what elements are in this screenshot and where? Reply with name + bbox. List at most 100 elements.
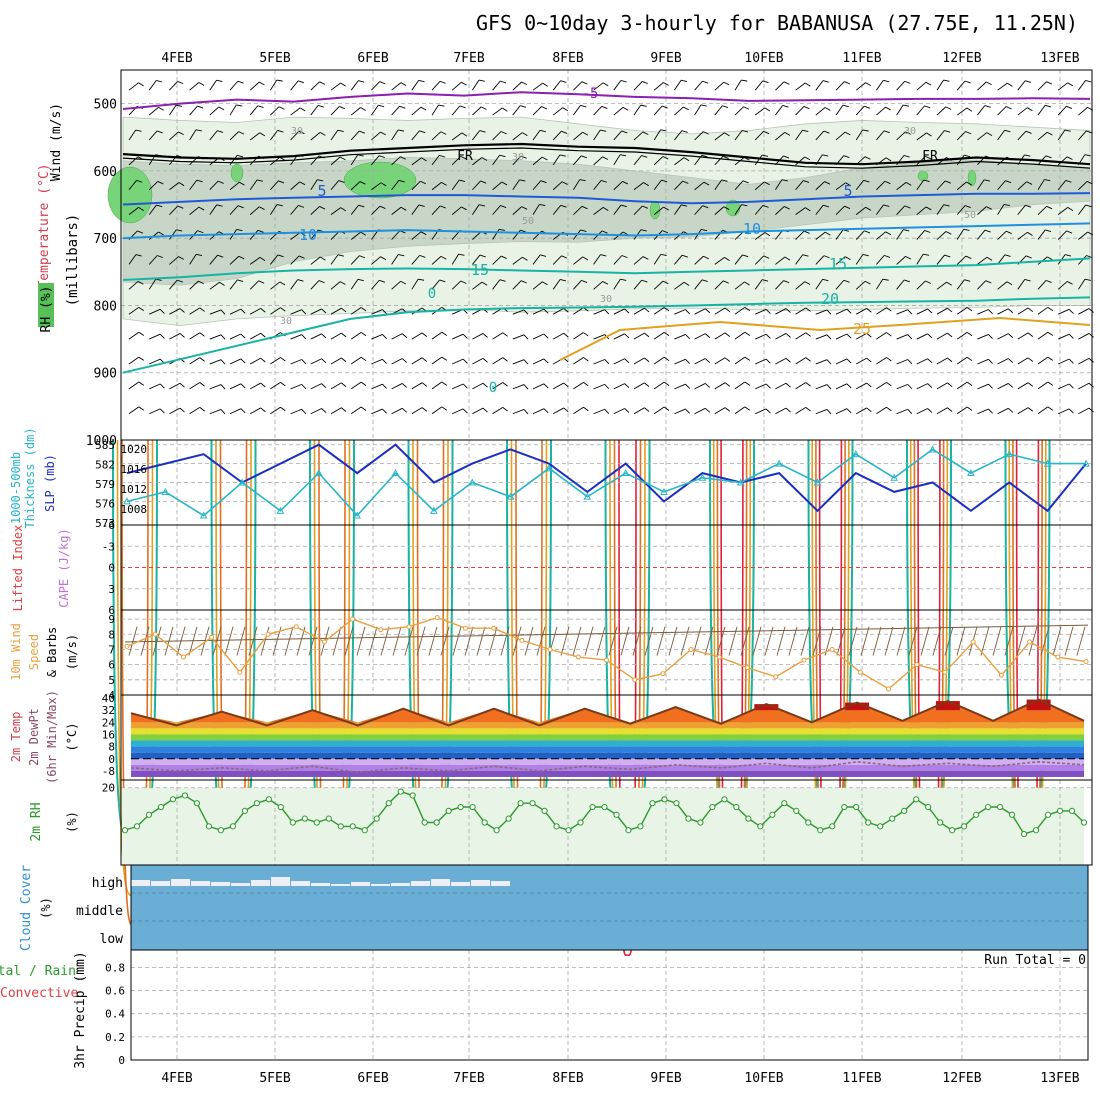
wind-barb — [371, 333, 383, 340]
wind-barb — [844, 256, 851, 260]
wind-barb — [936, 307, 948, 315]
wind-barb — [519, 179, 526, 182]
surface-wind-barb — [812, 626, 822, 656]
wind-barb — [148, 107, 159, 116]
wind-barb — [1058, 383, 1070, 390]
wind-barb — [330, 207, 341, 216]
rh-marker — [865, 819, 872, 826]
wind-barb — [681, 204, 688, 207]
wind-barb — [662, 230, 668, 234]
wind-barb — [956, 181, 967, 191]
xtick-top-label: 6FEB — [357, 51, 388, 66]
wind-barb — [237, 80, 244, 84]
temp-tick-label: 8 — [108, 741, 115, 754]
wind-barb — [573, 406, 584, 415]
wind-barb — [754, 154, 763, 166]
wind-barb — [683, 281, 690, 286]
contour-label: 30 — [600, 294, 612, 305]
wind-barb — [301, 408, 307, 414]
wind-barb — [765, 383, 771, 389]
wind-barb — [702, 205, 709, 209]
wind-barb — [593, 359, 605, 365]
wind-barb — [1078, 204, 1086, 215]
wind-barb — [984, 105, 991, 108]
xtick-bottom-label: 6FEB — [357, 1071, 388, 1086]
wind-barb — [310, 408, 322, 415]
wind-barb — [842, 104, 849, 108]
wind-barb — [319, 81, 326, 85]
high-cloud-gap — [351, 882, 370, 886]
wind-barb — [189, 105, 198, 116]
wind-barb — [783, 81, 790, 85]
wind-barb — [742, 254, 749, 258]
wind-barb — [583, 381, 589, 387]
wind-barb — [421, 382, 428, 387]
wind-barb — [270, 357, 281, 365]
wind-barb — [378, 155, 385, 159]
wind-barb — [157, 181, 164, 185]
wind-barb — [441, 381, 448, 386]
wind-speed-marker — [745, 665, 751, 671]
wind-barb — [936, 281, 947, 290]
wind-barb — [744, 306, 751, 312]
wind-barb — [229, 358, 242, 365]
surface-wind-barb — [776, 626, 786, 656]
contour-label: 0 — [489, 380, 497, 396]
wind-barb — [876, 180, 886, 191]
wind-barb — [290, 131, 300, 141]
wind-barb — [543, 308, 549, 314]
rh-marker — [229, 823, 236, 830]
wind-barb — [521, 206, 528, 210]
wind-barb — [663, 82, 669, 86]
wind-barb — [1068, 308, 1074, 314]
wind-speed-marker — [491, 625, 497, 631]
wind-barb — [290, 80, 299, 91]
wind-barb — [411, 106, 422, 116]
wind-barb — [462, 358, 468, 364]
wind-barb — [722, 155, 729, 159]
wind-barb — [633, 307, 645, 315]
wind-barb — [411, 255, 421, 265]
wind-barb — [886, 307, 892, 312]
wind-barb — [249, 332, 261, 340]
wind-barb — [977, 280, 987, 290]
wind-barb — [199, 332, 205, 337]
wind-barb — [764, 232, 771, 237]
cape-tick-label: -6 — [102, 519, 115, 532]
wind-barb — [420, 180, 426, 185]
wind-barb — [492, 229, 500, 240]
wind-barb — [633, 332, 645, 340]
wind-barb — [682, 180, 689, 184]
wind-barb — [1046, 81, 1053, 85]
wind-barb — [1058, 333, 1070, 340]
wind-barb — [663, 206, 669, 211]
wind-barb — [541, 106, 548, 110]
wind-barb — [472, 106, 482, 116]
wind-barb — [1017, 231, 1028, 240]
wind-barb — [1027, 382, 1034, 387]
wind-barb — [1058, 408, 1070, 415]
wind-barb — [563, 308, 569, 313]
wind-barb — [926, 132, 932, 137]
wind-barb — [371, 383, 383, 390]
wind-barb — [916, 105, 925, 116]
wind-barb — [280, 307, 286, 312]
wind-barb — [481, 281, 488, 286]
wind-barb — [1037, 331, 1049, 340]
wind-barb — [795, 129, 803, 141]
wind-barb — [310, 383, 322, 390]
wind-barb — [1066, 156, 1073, 160]
wind-barb — [176, 279, 183, 283]
wind-barb — [795, 407, 807, 415]
wind-barb — [371, 309, 383, 315]
wind-barb — [744, 406, 751, 411]
wind-barb — [613, 333, 625, 340]
surface-wind-barb — [500, 626, 510, 656]
wind-barb — [674, 106, 684, 116]
surface-wind-barb — [1040, 626, 1050, 656]
wind-barb — [128, 254, 137, 265]
wind-barb — [561, 255, 568, 259]
wind-barb — [319, 206, 326, 210]
wind-barb — [593, 180, 602, 191]
